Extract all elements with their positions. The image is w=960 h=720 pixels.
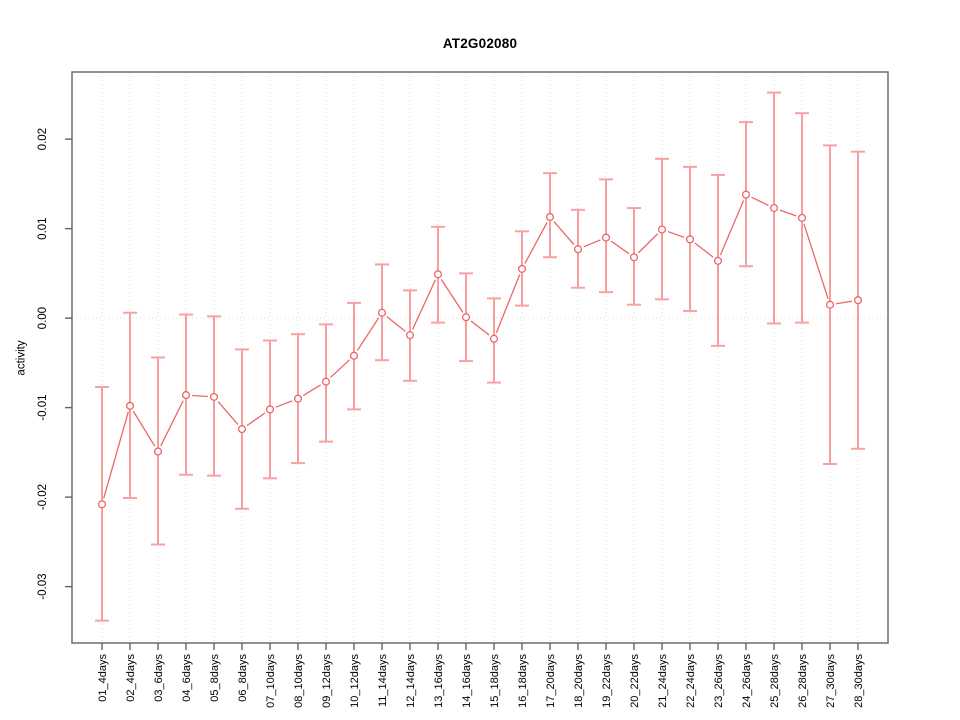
x-tick-label: 25_28days — [769, 654, 781, 708]
error-bars — [95, 91, 865, 622]
x-tick-label: 19_22days — [601, 654, 613, 708]
series-line-segment — [583, 239, 601, 248]
data-point — [181, 391, 191, 400]
x-tick-label: 21_24days — [657, 654, 669, 708]
x-tick-label: 26_28days — [797, 654, 809, 708]
data-point — [153, 447, 163, 456]
x-axis: 01_4days 02_4days 03_6days 04_6days 05_8days… — [97, 643, 865, 708]
x-tick-label: 08_10days — [293, 654, 305, 708]
data-point — [293, 394, 303, 403]
data-point — [265, 405, 275, 414]
x-tick-label: 16_18days — [517, 654, 529, 708]
x-tick-label: 09_12days — [321, 654, 333, 708]
data-point — [405, 331, 415, 340]
data-point — [573, 245, 583, 254]
data-point — [769, 203, 779, 213]
series-line-segment — [610, 240, 630, 255]
series-line-segment — [132, 410, 156, 447]
data-point — [125, 401, 135, 410]
data-point — [629, 253, 639, 262]
data-point — [237, 425, 247, 434]
series-line-segment — [751, 196, 769, 206]
series-line-segment — [356, 317, 380, 351]
data-point — [321, 377, 331, 386]
x-tick-label: 14_16days — [461, 654, 473, 708]
plot-frame — [71, 71, 889, 644]
x-tick-label: 03_6days — [153, 654, 165, 702]
y-tick-label: 0.00 — [37, 307, 49, 329]
x-tick-label: 23_26days — [713, 654, 725, 708]
series-line-segment — [302, 384, 322, 397]
y-tick-label: 0.02 — [37, 128, 49, 150]
series-line-segment — [719, 200, 745, 256]
series-line-segment — [412, 279, 436, 330]
data-point — [601, 233, 611, 242]
y-tick-label: -0.02 — [37, 484, 49, 510]
series-line-segment — [553, 221, 575, 245]
x-tick-label: 07_10days — [265, 654, 277, 708]
x-tick-label: 05_8days — [209, 654, 221, 702]
series-line-segment — [803, 223, 829, 299]
series-line-segment — [637, 233, 659, 254]
x-tick-label: 01_4days — [97, 654, 109, 702]
data-points — [97, 190, 863, 509]
series-line-segment — [192, 394, 208, 398]
series-line-segment — [470, 320, 490, 336]
data-point — [349, 351, 359, 360]
series-line-segment — [386, 316, 406, 332]
data-point — [461, 313, 471, 322]
series-line-segment — [495, 274, 521, 334]
series-line-segment — [217, 401, 239, 425]
x-tick-label: 13_16days — [433, 654, 445, 708]
x-tick-label: 12_14days — [405, 654, 417, 708]
x-tick-label: 06_8days — [237, 654, 249, 702]
x-tick-label: 10_12days — [349, 654, 361, 708]
chart-title: AT2G02080 — [442, 36, 518, 51]
x-tick-label: 28_30days — [853, 654, 865, 708]
series-line-segment — [779, 209, 797, 217]
x-tick-label: 24_26days — [741, 654, 753, 708]
series-line — [103, 196, 852, 499]
series-line-segment — [667, 230, 685, 238]
x-tick-label: 22_24days — [685, 654, 697, 708]
y-tick-label: -0.03 — [37, 574, 49, 600]
series-line-segment — [275, 400, 293, 408]
series-line-segment — [440, 279, 464, 313]
data-point — [97, 500, 107, 509]
series-line-segment — [160, 400, 184, 447]
y-tick-label: 0.01 — [37, 217, 49, 239]
y-tick-label: -0.01 — [37, 395, 49, 421]
data-point — [545, 212, 555, 222]
data-point — [517, 264, 527, 273]
x-tick-label: 27_30days — [825, 654, 837, 708]
data-point — [377, 308, 387, 317]
data-point — [853, 296, 863, 305]
data-point — [489, 334, 499, 343]
x-tick-label: 02_4days — [125, 654, 137, 702]
series-line-segment — [330, 359, 350, 378]
data-point — [433, 270, 443, 279]
series-line-segment — [246, 412, 266, 427]
x-tick-label: 04_6days — [181, 654, 193, 702]
series-line-segment — [524, 222, 548, 264]
data-point — [713, 256, 723, 265]
x-tick-label: 20_22days — [629, 654, 641, 708]
data-point — [741, 190, 751, 199]
data-point — [209, 392, 219, 401]
series-line-segment — [103, 411, 129, 499]
data-point — [797, 213, 807, 222]
x-tick-label: 11_14days — [377, 654, 389, 708]
data-point — [825, 300, 835, 309]
series-line-segment — [694, 242, 714, 258]
series-line-segment — [836, 300, 852, 305]
data-point — [685, 235, 695, 244]
x-tick-label: 15_18days — [489, 654, 501, 708]
data-point — [657, 225, 667, 234]
x-tick-label: 17_20days — [545, 654, 557, 708]
y-axis: -0.03 -0.02 -0.01 0.00 0.01 0.02 — [37, 128, 72, 600]
gridlines — [101, 72, 859, 643]
x-tick-label: 18_20days — [573, 654, 585, 708]
